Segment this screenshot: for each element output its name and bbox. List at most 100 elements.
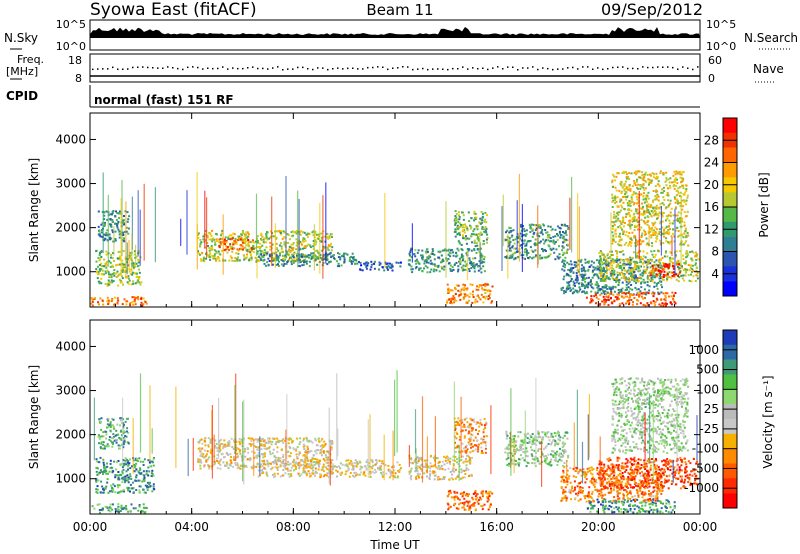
data-cell bbox=[325, 461, 328, 464]
data-cell bbox=[240, 454, 243, 457]
data-cell bbox=[634, 264, 637, 267]
data-cell bbox=[652, 229, 655, 232]
data-cell bbox=[556, 239, 559, 242]
data-cell bbox=[636, 208, 639, 211]
data-cell bbox=[611, 287, 614, 290]
data-cell bbox=[96, 271, 98, 274]
data-cell bbox=[661, 276, 664, 279]
data-cell bbox=[236, 248, 239, 251]
data-cell bbox=[664, 302, 667, 305]
data-cell bbox=[652, 211, 654, 214]
data-cell bbox=[240, 239, 243, 242]
data-cell bbox=[308, 463, 311, 466]
freq-point bbox=[582, 66, 584, 68]
data-cell bbox=[587, 276, 590, 279]
data-cell bbox=[681, 254, 684, 257]
data-cell bbox=[124, 420, 127, 423]
data-cell bbox=[668, 219, 671, 222]
data-cell bbox=[260, 232, 263, 235]
freq-point bbox=[297, 66, 299, 69]
data-cell bbox=[327, 456, 330, 459]
data-cell bbox=[611, 239, 614, 242]
data-cell bbox=[106, 264, 109, 267]
data-cell bbox=[459, 259, 462, 262]
data-cell bbox=[670, 260, 673, 263]
data-cell bbox=[112, 470, 115, 473]
freq-point bbox=[382, 66, 384, 68]
data-cell bbox=[617, 292, 620, 294]
data-cell bbox=[426, 266, 429, 269]
data-cell bbox=[648, 285, 651, 288]
data-cell bbox=[662, 261, 665, 264]
data-cell bbox=[111, 273, 114, 275]
data-cell bbox=[653, 214, 656, 217]
data-cell bbox=[599, 288, 602, 290]
data-streak bbox=[121, 179, 123, 256]
data-cell bbox=[653, 210, 656, 212]
data-cell bbox=[616, 255, 619, 258]
data-cell bbox=[119, 424, 121, 427]
data-cell bbox=[674, 292, 677, 294]
data-cell bbox=[302, 437, 305, 440]
data-cell bbox=[97, 479, 100, 482]
data-cell bbox=[635, 195, 638, 198]
data-cell bbox=[633, 297, 636, 299]
data-cell bbox=[662, 273, 665, 276]
data-cell bbox=[214, 446, 217, 449]
data-cell bbox=[119, 437, 122, 440]
data-cell bbox=[581, 279, 584, 282]
data-cell bbox=[598, 267, 601, 269]
data-cell bbox=[385, 266, 388, 268]
data-cell bbox=[642, 205, 644, 208]
data-cell bbox=[590, 295, 593, 298]
data-cell bbox=[504, 256, 507, 259]
data-cell bbox=[96, 503, 99, 506]
data-cell bbox=[130, 254, 133, 257]
data-cell bbox=[105, 437, 108, 440]
data-cell bbox=[635, 275, 637, 278]
data-cell bbox=[142, 506, 145, 509]
data-streak bbox=[143, 183, 145, 261]
data-cell bbox=[199, 238, 202, 241]
colorbar-segment bbox=[723, 251, 737, 267]
data-streak bbox=[139, 209, 141, 266]
data-cell bbox=[247, 437, 250, 440]
data-cell bbox=[697, 258, 700, 261]
nsearch-label: N.Search bbox=[744, 31, 798, 45]
freq-point bbox=[132, 66, 134, 69]
data-cell bbox=[371, 467, 374, 470]
data-cell bbox=[627, 269, 630, 272]
data-cell bbox=[598, 251, 601, 254]
data-cell bbox=[132, 487, 135, 490]
data-cell bbox=[620, 290, 623, 293]
data-cell bbox=[581, 285, 584, 288]
data-cell bbox=[637, 228, 639, 231]
data-cell bbox=[669, 251, 672, 254]
data-cell bbox=[639, 290, 642, 293]
data-cell bbox=[124, 475, 127, 478]
data-cell bbox=[462, 257, 465, 260]
freq-point bbox=[402, 66, 404, 68]
data-cell bbox=[535, 243, 538, 246]
data-cell bbox=[330, 440, 333, 443]
data-cell bbox=[654, 177, 657, 180]
data-cell bbox=[683, 199, 686, 202]
data-cell bbox=[522, 254, 525, 257]
data-cell bbox=[648, 271, 651, 274]
data-cell bbox=[580, 267, 583, 270]
data-cell bbox=[287, 234, 290, 236]
data-cell bbox=[421, 249, 424, 252]
data-cell bbox=[224, 259, 227, 262]
data-cell bbox=[261, 465, 264, 467]
data-cell bbox=[657, 270, 660, 273]
data-cell bbox=[638, 293, 641, 296]
data-cell bbox=[129, 490, 131, 493]
data-cell bbox=[613, 269, 616, 272]
data-cell bbox=[544, 250, 547, 252]
data-cell bbox=[629, 256, 631, 259]
data-cell bbox=[144, 484, 147, 487]
data-cell bbox=[129, 473, 132, 476]
data-cell bbox=[649, 228, 652, 231]
data-cell bbox=[98, 259, 101, 262]
data-cell bbox=[330, 446, 333, 449]
